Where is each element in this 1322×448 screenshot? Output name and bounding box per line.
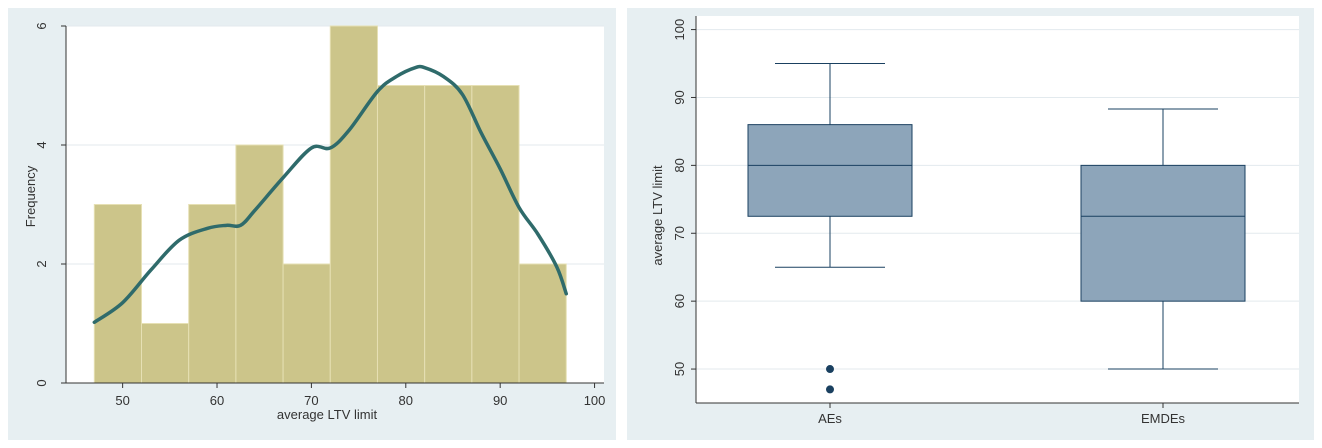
x-axis-title: average LTV limit	[277, 407, 378, 422]
histogram-bar	[471, 85, 520, 384]
y-tick-label: 6	[34, 22, 49, 29]
histogram-bar	[424, 85, 473, 384]
y-tick-label: 4	[34, 141, 49, 148]
x-tick-label: 80	[399, 393, 413, 408]
x-tick-label: 100	[584, 393, 606, 408]
histogram-chart: 0 2 4 6 50 60 70 80 90 100 average LTV limit Freque…	[23, 22, 606, 422]
y-tick-label: 90	[672, 90, 687, 104]
histogram-bar	[235, 144, 284, 384]
y-tick-label: 2	[34, 260, 49, 267]
category-label: AEs	[818, 411, 842, 426]
y-tick-label: 100	[672, 19, 687, 41]
x-tick-label: 60	[210, 393, 224, 408]
y-tick-label: 0	[34, 379, 49, 386]
x-tick-label: 50	[115, 393, 129, 408]
outlier-point	[826, 365, 834, 374]
histogram-bar	[93, 204, 143, 384]
histogram-bar	[329, 25, 378, 384]
histogram-bar	[282, 263, 331, 384]
boxplot-panel: 50 60 70 80 90 100 AEs EMDEs average LTV limit	[627, 8, 1314, 440]
density-curve	[92, 64, 568, 325]
y-axis-title: average LTV limit	[650, 165, 665, 266]
y-tick-label: 80	[672, 158, 687, 172]
y-tick-label: 70	[672, 226, 687, 240]
y-tick-label: 60	[672, 294, 687, 308]
histogram-bar	[518, 263, 567, 384]
outlier-point	[826, 385, 834, 394]
histogram-panel: 0 2 4 6 50 60 70 80 90 100 average LTV limit Freque…	[8, 8, 616, 440]
x-tick-label: 70	[304, 393, 318, 408]
box-iqr	[1080, 164, 1246, 302]
y-tick-label: 50	[672, 362, 687, 376]
box-iqr	[747, 124, 913, 217]
category-label: EMDEs	[1141, 411, 1186, 426]
histogram-bar	[141, 323, 190, 384]
histogram-bar	[376, 85, 426, 384]
boxplot-chart: 50 60 70 80 90 100 AEs EMDEs average LTV limit	[650, 16, 1299, 426]
x-tick-label: 90	[493, 393, 507, 408]
y-axis-title: Frequency	[23, 165, 38, 227]
